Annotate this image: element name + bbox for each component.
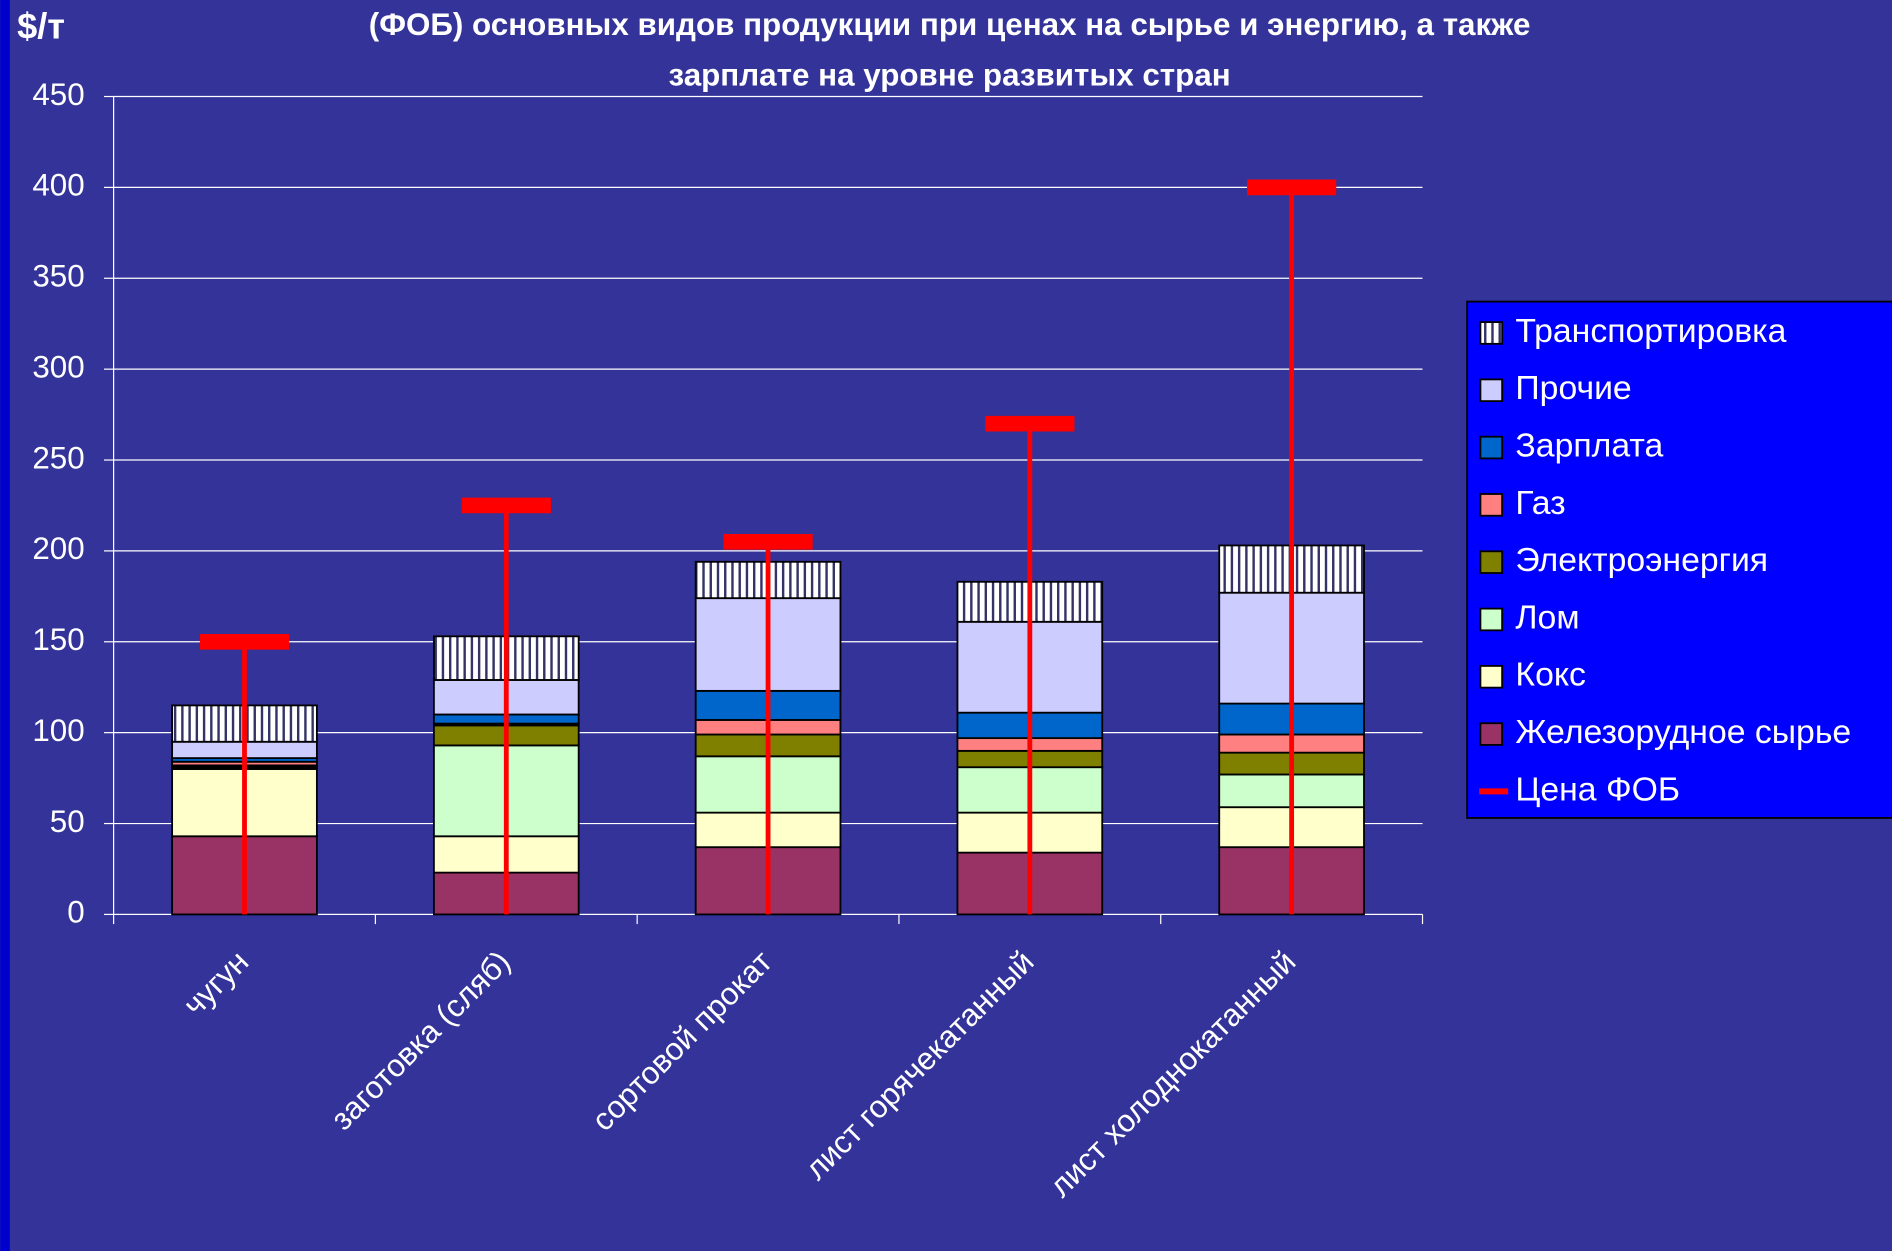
y-tick-label: 100 [32,713,84,748]
legend-label: Электроэнергия [1515,541,1768,579]
y-tick-label: 150 [32,622,84,657]
y-tick-label: 350 [32,259,84,294]
legend-swatch [1479,378,1504,403]
y-tick-label: 450 [32,77,84,112]
y-tick-label: 400 [32,168,84,203]
legend-label: Железорудное сырье [1515,713,1851,751]
legend-swatch [1479,607,1504,632]
y-axis-label: $/т [17,6,65,47]
legend-swatch [1479,493,1504,517]
y-tick-label: 50 [50,804,85,839]
chart-title: (ФОБ) основных видов продукции при ценах… [369,7,1531,42]
y-tick-label: 200 [32,531,84,566]
chart-title: зарплате на уровне развитых стран [669,57,1231,92]
y-tick-label: 0 [67,895,84,930]
legend-swatch [1479,435,1504,460]
legend-label: Транспортировка [1515,312,1786,350]
legend-label: Цена ФОБ [1515,770,1680,808]
x-tick-label: лист холоднокатанный [1043,944,1303,1204]
left-edge [0,0,10,1251]
legend-swatch [1479,321,1504,345]
x-tick-label: чугун [176,944,255,1023]
legend-label: Кокс [1515,656,1585,694]
legend-label: Прочие [1515,369,1631,407]
legend-swatch [1479,665,1504,689]
x-tick-label: лист горячекатанный [798,944,1040,1186]
legend-label: Газ [1515,484,1565,522]
legend-box [1466,300,1892,819]
x-tick-label: сортовой прокат [585,944,779,1138]
legend-swatch [1479,550,1504,574]
legend-label: Лом [1515,598,1579,636]
legend-label: Зарплата [1515,426,1663,464]
y-tick-label: 300 [32,349,84,384]
x-tick-label: заготовка (сляб) [324,944,517,1137]
legend-swatch [1479,722,1504,746]
y-tick-label: 250 [32,440,84,475]
